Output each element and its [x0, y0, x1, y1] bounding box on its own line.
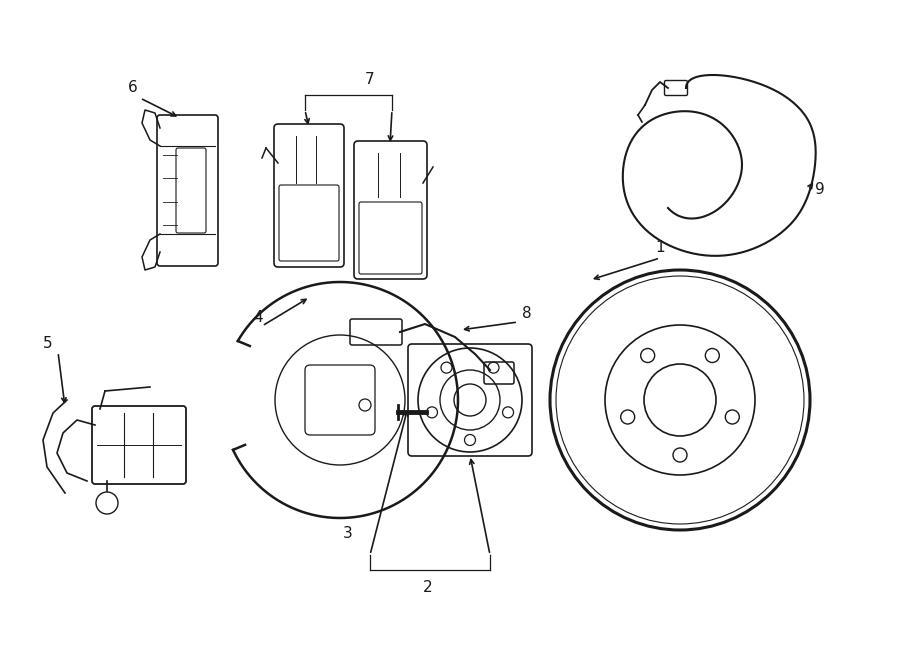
Text: 9: 9	[815, 182, 825, 198]
FancyBboxPatch shape	[176, 148, 206, 233]
Text: 1: 1	[655, 241, 665, 256]
Text: 2: 2	[423, 580, 433, 596]
Text: 6: 6	[128, 81, 138, 95]
Text: 5: 5	[43, 336, 53, 350]
Text: 7: 7	[365, 73, 374, 87]
Text: 4: 4	[253, 311, 263, 325]
Text: 8: 8	[522, 305, 532, 321]
Text: 3: 3	[343, 525, 353, 541]
